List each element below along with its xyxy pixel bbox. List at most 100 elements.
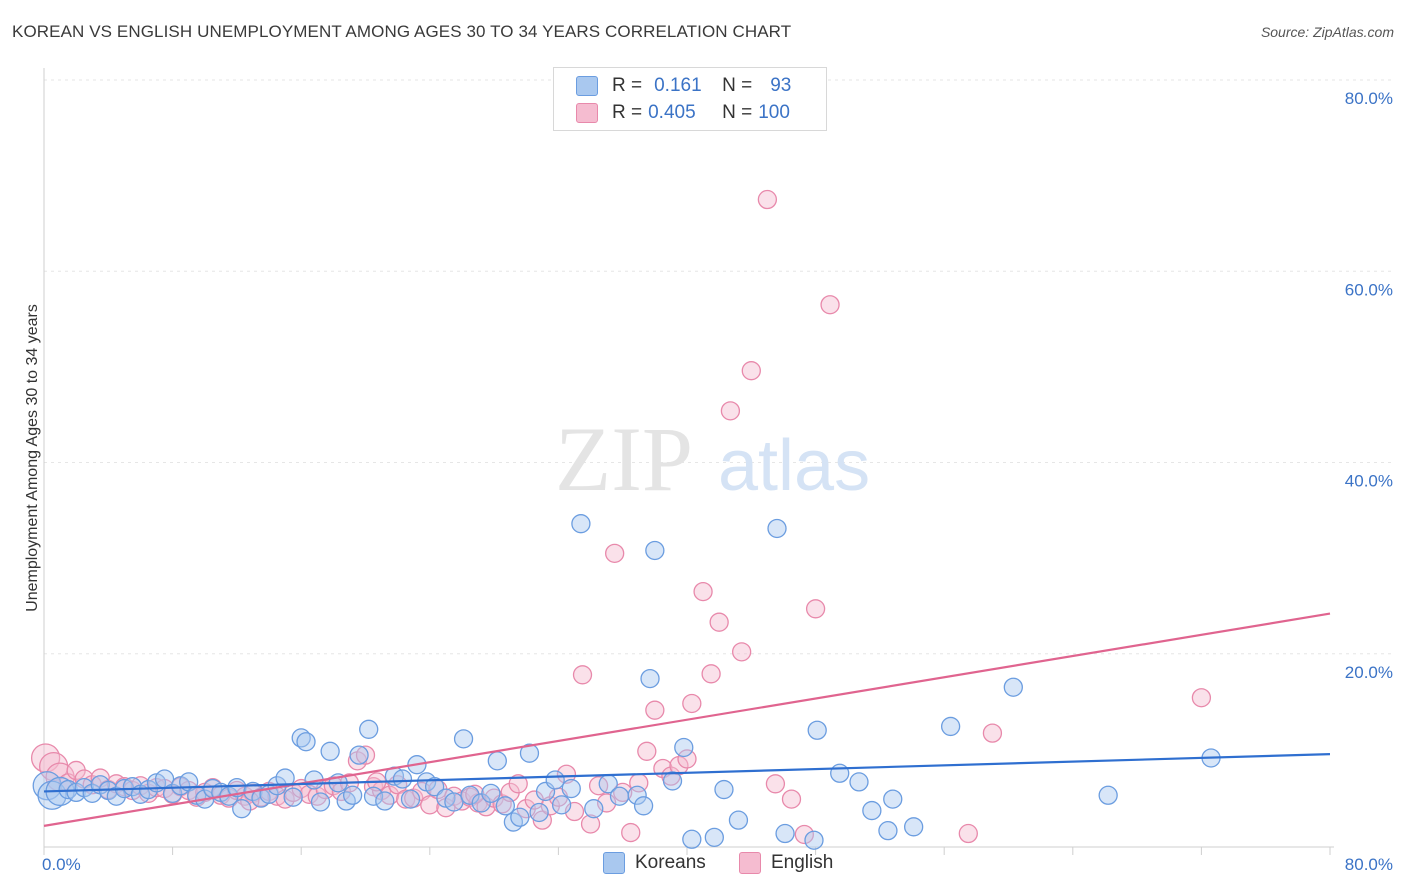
- korean-point: [363, 786, 384, 806]
- korean-point: [453, 729, 474, 749]
- korean-point: [444, 792, 464, 812]
- korean-point: [424, 777, 445, 797]
- legend-item-koreans[interactable]: Koreans: [603, 852, 706, 874]
- korean-point: [227, 777, 247, 798]
- korean-point: [662, 771, 683, 791]
- korean-point: [804, 830, 824, 850]
- english-point: [709, 612, 729, 632]
- grid-lines: [44, 79, 1393, 655]
- watermark-zip: ZIP: [555, 408, 693, 510]
- korean-point: [775, 823, 795, 844]
- korean-point: [1003, 677, 1023, 697]
- korean-point: [342, 785, 363, 805]
- english-point: [741, 361, 761, 381]
- chart-title: KOREAN VS ENGLISH UNEMPLOYMENT AMONG AGE…: [12, 22, 792, 41]
- stats-legend: R = 0.161 N = 93 R = 0.405 N = 100: [553, 67, 827, 131]
- korean-point: [728, 810, 749, 830]
- korean-point: [627, 785, 647, 805]
- korean-point: [1098, 785, 1118, 805]
- korean-point: [571, 514, 591, 534]
- english-point: [794, 824, 814, 845]
- korean-point: [849, 772, 869, 792]
- source-credit: Source: ZipAtlas.com: [1260, 24, 1394, 40]
- korean-point: [883, 789, 903, 809]
- korean-point: [296, 732, 316, 752]
- english-point: [307, 786, 327, 806]
- x-tick-label: 0.0%: [42, 855, 81, 874]
- korean-point: [674, 737, 694, 758]
- english-point: [588, 776, 609, 796]
- korean-point: [545, 770, 565, 790]
- korean-point: [878, 821, 898, 841]
- english-point: [605, 543, 625, 563]
- korean-point: [122, 777, 143, 797]
- legend-n-value: 93: [770, 75, 792, 96]
- korean-point: [106, 786, 126, 806]
- english-trend-line: [43, 612, 1331, 827]
- korean-point: [375, 791, 395, 811]
- legend-r-value: 0.405: [648, 102, 696, 123]
- y-axis-label: Unemployment Among Ages 30 to 34 years: [24, 304, 41, 612]
- korean-point: [807, 720, 827, 740]
- korean-point: [529, 802, 549, 823]
- korean-point: [584, 799, 604, 819]
- english-point: [1191, 688, 1212, 708]
- korean-point: [645, 540, 665, 561]
- korean-trend-line: [43, 753, 1331, 793]
- korean-point: [714, 779, 734, 800]
- korean-point: [609, 786, 630, 806]
- watermark: ZIP atlas: [555, 408, 870, 510]
- legend-r-label: R =: [612, 102, 643, 123]
- english-point: [621, 822, 641, 843]
- korean-point: [904, 817, 924, 837]
- korean-point: [561, 778, 581, 799]
- legend-r-value: 0.161: [654, 75, 702, 96]
- english-point: [781, 789, 802, 809]
- english-point: [982, 723, 1003, 743]
- series-legend: Koreans English: [0, 852, 1406, 878]
- legend-n-value: 100: [758, 102, 790, 123]
- english-swatch: [576, 103, 598, 123]
- english-point: [396, 789, 416, 809]
- korean-swatch: [576, 76, 598, 96]
- english-point: [556, 764, 577, 784]
- english-point: [720, 401, 741, 421]
- korean-point: [519, 743, 540, 763]
- korean-point: [551, 795, 572, 815]
- english-point: [805, 599, 826, 619]
- korean-point: [481, 783, 501, 804]
- y-tick-label: 80.0%: [1345, 89, 1393, 108]
- x-tick-label: 80.0%: [1345, 855, 1393, 874]
- korean-point: [704, 827, 724, 847]
- korean-point: [682, 829, 702, 849]
- korean-point: [310, 792, 331, 812]
- english-point: [420, 795, 440, 815]
- korean-legend-swatch: [603, 852, 625, 874]
- korean-point: [830, 763, 850, 783]
- legend-label-english: English: [771, 852, 834, 873]
- legend-n-label: N =: [722, 102, 753, 123]
- korean-point: [767, 518, 787, 539]
- korean-point: [460, 785, 480, 805]
- legend-row-english: R = 0.405 N = 100: [576, 101, 790, 125]
- axes: [43, 68, 1334, 855]
- english-point: [693, 581, 713, 602]
- korean-point: [392, 769, 413, 789]
- legend-item-english[interactable]: English: [739, 852, 833, 874]
- english-point: [820, 295, 840, 315]
- english-point: [645, 700, 665, 720]
- english-points: [30, 189, 1212, 845]
- legend-label-koreans: Koreans: [635, 852, 706, 873]
- english-point: [637, 741, 657, 761]
- english-point: [508, 774, 528, 794]
- english-point: [958, 823, 978, 844]
- legend-row-koreans: R = 0.161 N = 93: [576, 74, 791, 98]
- legend-r-label: R =: [612, 75, 643, 96]
- tick-labels: 20.0% 40.0% 60.0% 80.0% 0.0% 80.0%: [42, 89, 1393, 874]
- korean-point: [940, 716, 961, 737]
- english-point: [732, 642, 752, 662]
- korean-point: [495, 796, 516, 816]
- english-point: [701, 664, 721, 684]
- korean-point: [640, 668, 660, 689]
